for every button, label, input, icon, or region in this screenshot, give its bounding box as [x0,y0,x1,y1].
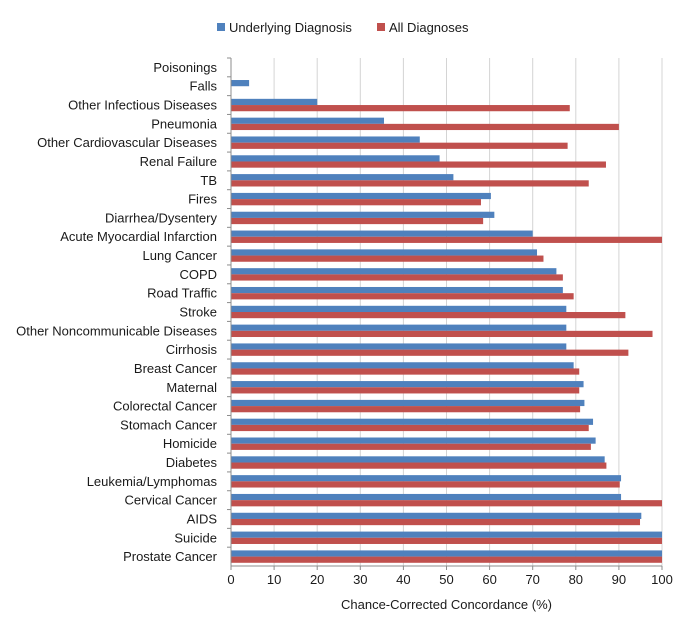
bar-underlying-16 [231,362,574,369]
y-category-label: Other Cardiovascular Diseases [37,135,217,150]
y-category-label: AIDS [187,511,218,526]
bar-all-12 [231,293,574,300]
bar-underlying-8 [231,211,495,218]
y-category-label: Breast Cancer [134,361,218,376]
y-category-label: Cirrhosis [166,342,218,357]
bar-underlying-24 [231,512,642,519]
x-tick-label: 90 [612,572,626,587]
bar-all-7 [231,199,481,206]
legend-swatch-1 [377,23,385,31]
bar-underlying-13 [231,305,567,312]
y-category-label: Homicide [163,436,217,451]
bar-underlying-18 [231,399,585,407]
bar-all-20 [231,443,591,450]
bars [231,80,662,563]
bar-underlying-7 [231,192,491,200]
bar-all-21 [231,462,607,469]
y-category-label: Renal Failure [140,154,217,169]
y-category-label: Acute Myocardial Infarction [60,229,217,244]
y-category-label: Fires [188,192,217,207]
bar-underlying-9 [231,230,533,237]
bar-underlying-25 [231,531,662,538]
y-category-label: Colorectal Cancer [113,399,218,414]
bar-all-24 [231,518,641,526]
bar-underlying-1 [231,80,250,87]
bar-underlying-21 [231,456,605,463]
y-category-label: Falls [190,79,218,94]
bar-underlying-23 [231,493,622,501]
x-tick-label: 10 [267,572,281,587]
y-category-label: Stomach Cancer [120,417,217,432]
bar-all-15 [231,349,629,356]
bar-underlying-5 [231,155,440,162]
bar-underlying-20 [231,437,596,444]
bar-underlying-10 [231,249,538,256]
x-tick-label: 20 [310,572,324,587]
bar-all-22 [231,481,620,488]
bar-all-25 [231,537,662,544]
bar-all-11 [231,274,563,281]
x-tick-label: 40 [396,572,410,587]
x-tick-label: 0 [227,572,234,587]
y-category-label: Road Traffic [147,286,217,301]
legend-label-0: Underlying Diagnosis [229,20,352,35]
bar-all-2 [231,105,570,112]
y-category-label: Suicide [174,530,217,545]
y-category-label: COPD [179,267,217,282]
y-category-label: Other Noncommunicable Diseases [16,323,217,338]
y-category-label: Leukemia/Lymphomas [87,474,218,489]
bar-all-8 [231,217,484,225]
bar-all-19 [231,424,589,432]
bar-underlying-19 [231,418,594,425]
y-category-label: Diabetes [166,455,218,470]
y-category-label: Pneumonia [151,116,218,131]
axes: 0 10 20 30 40 50 60 70 80 90 100 Poisonings Falls Oth… [16,57,673,612]
x-tick-label: 50 [439,572,453,587]
bar-underlying-4 [231,136,420,143]
x-tick-label: 80 [569,572,583,587]
bar-underlying-2 [231,98,318,106]
y-category-label: Stroke [179,305,217,320]
bar-underlying-22 [231,475,622,482]
bar-all-26 [231,556,662,563]
x-axis-title: Chance-Corrected Concordance (%) [341,597,552,612]
bar-all-16 [231,368,580,375]
bar-all-9 [231,236,662,243]
bar-all-18 [231,406,581,413]
x-tick-label: 60 [482,572,496,587]
bar-underlying-26 [231,550,662,557]
legend-swatch-0 [217,23,225,31]
legend: Underlying Diagnosis All Diagnoses [217,20,469,35]
bar-underlying-14 [231,324,567,331]
bar-all-5 [231,161,606,168]
x-tick-label: 30 [353,572,367,587]
x-tick-label: 100 [651,572,673,587]
bar-underlying-11 [231,268,557,275]
bar-all-14 [231,330,653,338]
x-tick-label: 70 [525,572,539,587]
bar-all-23 [231,500,662,507]
y-category-label: Prostate Cancer [123,549,218,564]
y-category-label: Diarrhea/Dysentery [105,210,217,225]
y-category-label: Cervical Cancer [125,493,218,508]
bar-all-10 [231,255,544,262]
bar-all-13 [231,312,626,319]
bar-underlying-3 [231,117,385,124]
y-category-label: TB [200,173,217,188]
bar-underlying-17 [231,381,584,388]
bar-all-17 [231,387,580,394]
y-category-label: Maternal [166,380,217,395]
bar-underlying-6 [231,174,454,181]
y-category-label: Poisonings [153,60,217,75]
bar-all-4 [231,142,568,149]
bar-underlying-12 [231,286,563,294]
bar-underlying-15 [231,343,567,350]
bar-all-6 [231,180,589,187]
bar-all-3 [231,123,619,131]
y-category-label: Lung Cancer [143,248,218,263]
legend-label-1: All Diagnoses [389,20,469,35]
y-category-label: Other Infectious Diseases [68,98,217,113]
